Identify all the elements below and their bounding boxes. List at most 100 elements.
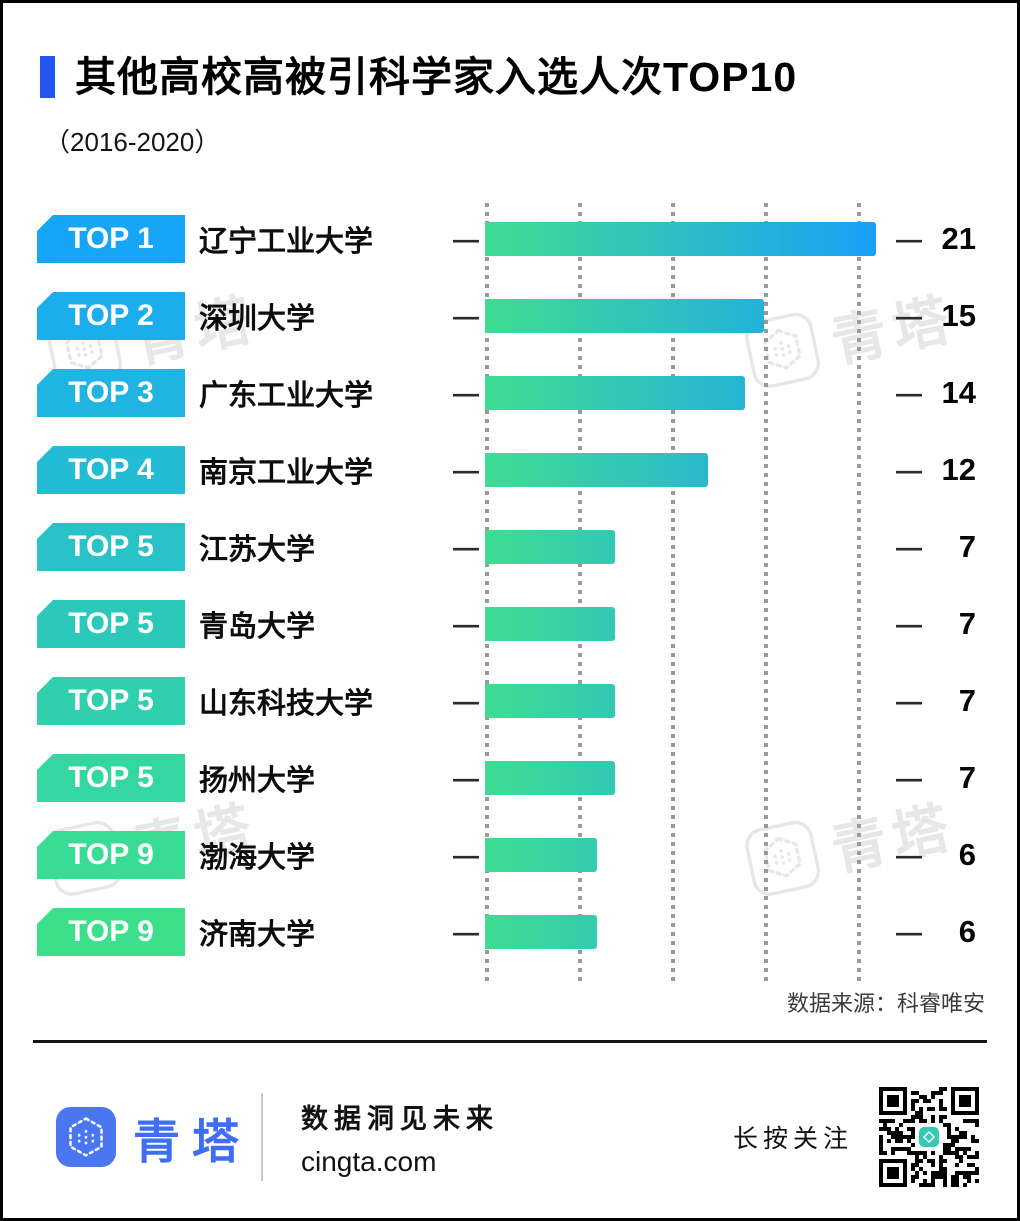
- gridline: [671, 203, 675, 986]
- value-bar: [485, 607, 616, 641]
- rank-badge: TOP 5: [37, 523, 185, 571]
- bar-left-dash: —: [453, 608, 479, 639]
- university-name: 济南大学: [199, 919, 316, 951]
- chart-row: TOP 2 深圳大学 — — 15: [37, 292, 1017, 340]
- value-label: 14: [941, 375, 976, 410]
- value-dash: —: [896, 377, 922, 408]
- value-dash: —: [896, 300, 922, 331]
- page-subtitle: （2016-2020）: [44, 127, 221, 157]
- qr-code: [879, 1087, 979, 1187]
- rank-badge: TOP 5: [37, 677, 185, 725]
- chart-row: TOP 3 广东工业大学 — — 14: [37, 369, 1017, 417]
- rank-badge: TOP 9: [37, 831, 185, 879]
- value-label: 15: [941, 298, 976, 333]
- gridline: [857, 203, 861, 986]
- bar-track: [485, 838, 876, 872]
- brand-name: 青塔: [133, 1114, 251, 1168]
- value-label: 7: [958, 683, 976, 718]
- value-bar: [485, 684, 616, 718]
- university-name: 南京工业大学: [199, 457, 374, 489]
- bar-track: [485, 376, 876, 410]
- footer: 青塔 数据洞见未来 cingta.com 长按关注: [3, 1043, 1017, 1187]
- chart-row: TOP 5 青岛大学 — — 7: [37, 600, 1017, 648]
- bar-track: [485, 530, 876, 564]
- title-line: 其他高校高被引科学家入选人次TOP10: [40, 53, 977, 101]
- rank-badge: TOP 1: [37, 215, 185, 263]
- chart-row: TOP 9 渤海大学 — — 6: [37, 831, 1017, 879]
- bar-left-dash: —: [453, 685, 479, 716]
- gridline: [764, 203, 768, 986]
- value-label: 7: [958, 606, 976, 641]
- bar-left-dash: —: [453, 454, 479, 485]
- university-name: 辽宁工业大学: [199, 226, 374, 258]
- bar-track: [485, 222, 876, 256]
- rank-badge: TOP 5: [37, 600, 185, 648]
- bar-track: [485, 453, 876, 487]
- university-name: 广东工业大学: [199, 380, 374, 412]
- footer-divider: [261, 1093, 263, 1181]
- page-title: 其他高校高被引科学家入选人次TOP10: [75, 54, 798, 100]
- university-name: 江苏大学: [199, 534, 316, 566]
- bar-left-dash: —: [453, 762, 479, 793]
- bar-left-dash: —: [453, 916, 479, 947]
- value-dash: —: [896, 454, 922, 485]
- value-label: 6: [958, 837, 976, 872]
- value-dash: —: [896, 223, 922, 254]
- header: 其他高校高被引科学家入选人次TOP10 （2016-2020）: [3, 3, 1017, 157]
- chart-row: TOP 1 辽宁工业大学 — — 21: [37, 215, 1017, 263]
- university-name: 山东科技大学: [199, 688, 374, 720]
- chart-row: TOP 9 济南大学 — — 6: [37, 908, 1017, 956]
- bar-track: [485, 761, 876, 795]
- brand-website: cingta.com: [301, 1145, 437, 1177]
- gridline: [578, 203, 582, 986]
- bar-track: [485, 607, 876, 641]
- value-bar: [485, 915, 597, 949]
- slogan-block: 数据洞见未来 cingta.com: [301, 1097, 499, 1178]
- chart-rows: TOP 1 辽宁工业大学 — — 21 TOP 2 深圳大学 — — 15 TOP 3 广东工业大学 —…: [37, 215, 1017, 956]
- university-name: 深圳大学: [199, 303, 316, 335]
- value-bar: [485, 530, 616, 564]
- value-bar: [485, 376, 746, 410]
- value-dash: —: [896, 608, 922, 639]
- bar-track: [485, 299, 876, 333]
- rank-badge: TOP 3: [37, 369, 185, 417]
- chart-row: TOP 5 江苏大学 — — 7: [37, 523, 1017, 571]
- chart-row: TOP 5 山东科技大学 — — 7: [37, 677, 1017, 725]
- value-dash: —: [896, 685, 922, 716]
- bar-left-dash: —: [453, 839, 479, 870]
- value-bar: [485, 838, 597, 872]
- value-label: 6: [958, 914, 976, 949]
- bar-chart: TOP 1 辽宁工业大学 — — 21 TOP 2 深圳大学 — — 15 TOP 3 广东工业大学 —…: [3, 203, 1017, 986]
- bar-left-dash: —: [453, 377, 479, 408]
- rank-badge: TOP 9: [37, 908, 185, 956]
- rank-badge: TOP 2: [37, 292, 185, 340]
- value-label: 7: [958, 760, 976, 795]
- chart-row: TOP 5 扬州大学 — — 7: [37, 754, 1017, 802]
- rank-badge: TOP 5: [37, 754, 185, 802]
- bar-track: [485, 684, 876, 718]
- value-label: 12: [941, 452, 976, 487]
- brand-slogan: 数据洞见未来: [301, 1103, 499, 1134]
- value-dash: —: [896, 839, 922, 870]
- cingta-logo-icon: [55, 1106, 117, 1168]
- value-bar: [485, 299, 764, 333]
- university-name: 渤海大学: [199, 842, 316, 874]
- bar-left-dash: —: [453, 300, 479, 331]
- value-bar: [485, 222, 876, 256]
- rank-badge: TOP 4: [37, 446, 185, 494]
- value-dash: —: [896, 762, 922, 793]
- university-name: 扬州大学: [199, 765, 316, 797]
- follow-hint-label: 长按关注: [732, 1125, 853, 1153]
- value-dash: —: [896, 916, 922, 947]
- gridline: [485, 203, 489, 986]
- value-bar: [485, 453, 709, 487]
- university-name: 青岛大学: [199, 611, 316, 643]
- value-label: 7: [958, 529, 976, 564]
- chart-row: TOP 4 南京工业大学 — — 12: [37, 446, 1017, 494]
- bar-track: [485, 915, 876, 949]
- value-bar: [485, 761, 616, 795]
- bar-left-dash: —: [453, 531, 479, 562]
- bar-left-dash: —: [453, 223, 479, 254]
- value-label: 21: [941, 221, 976, 256]
